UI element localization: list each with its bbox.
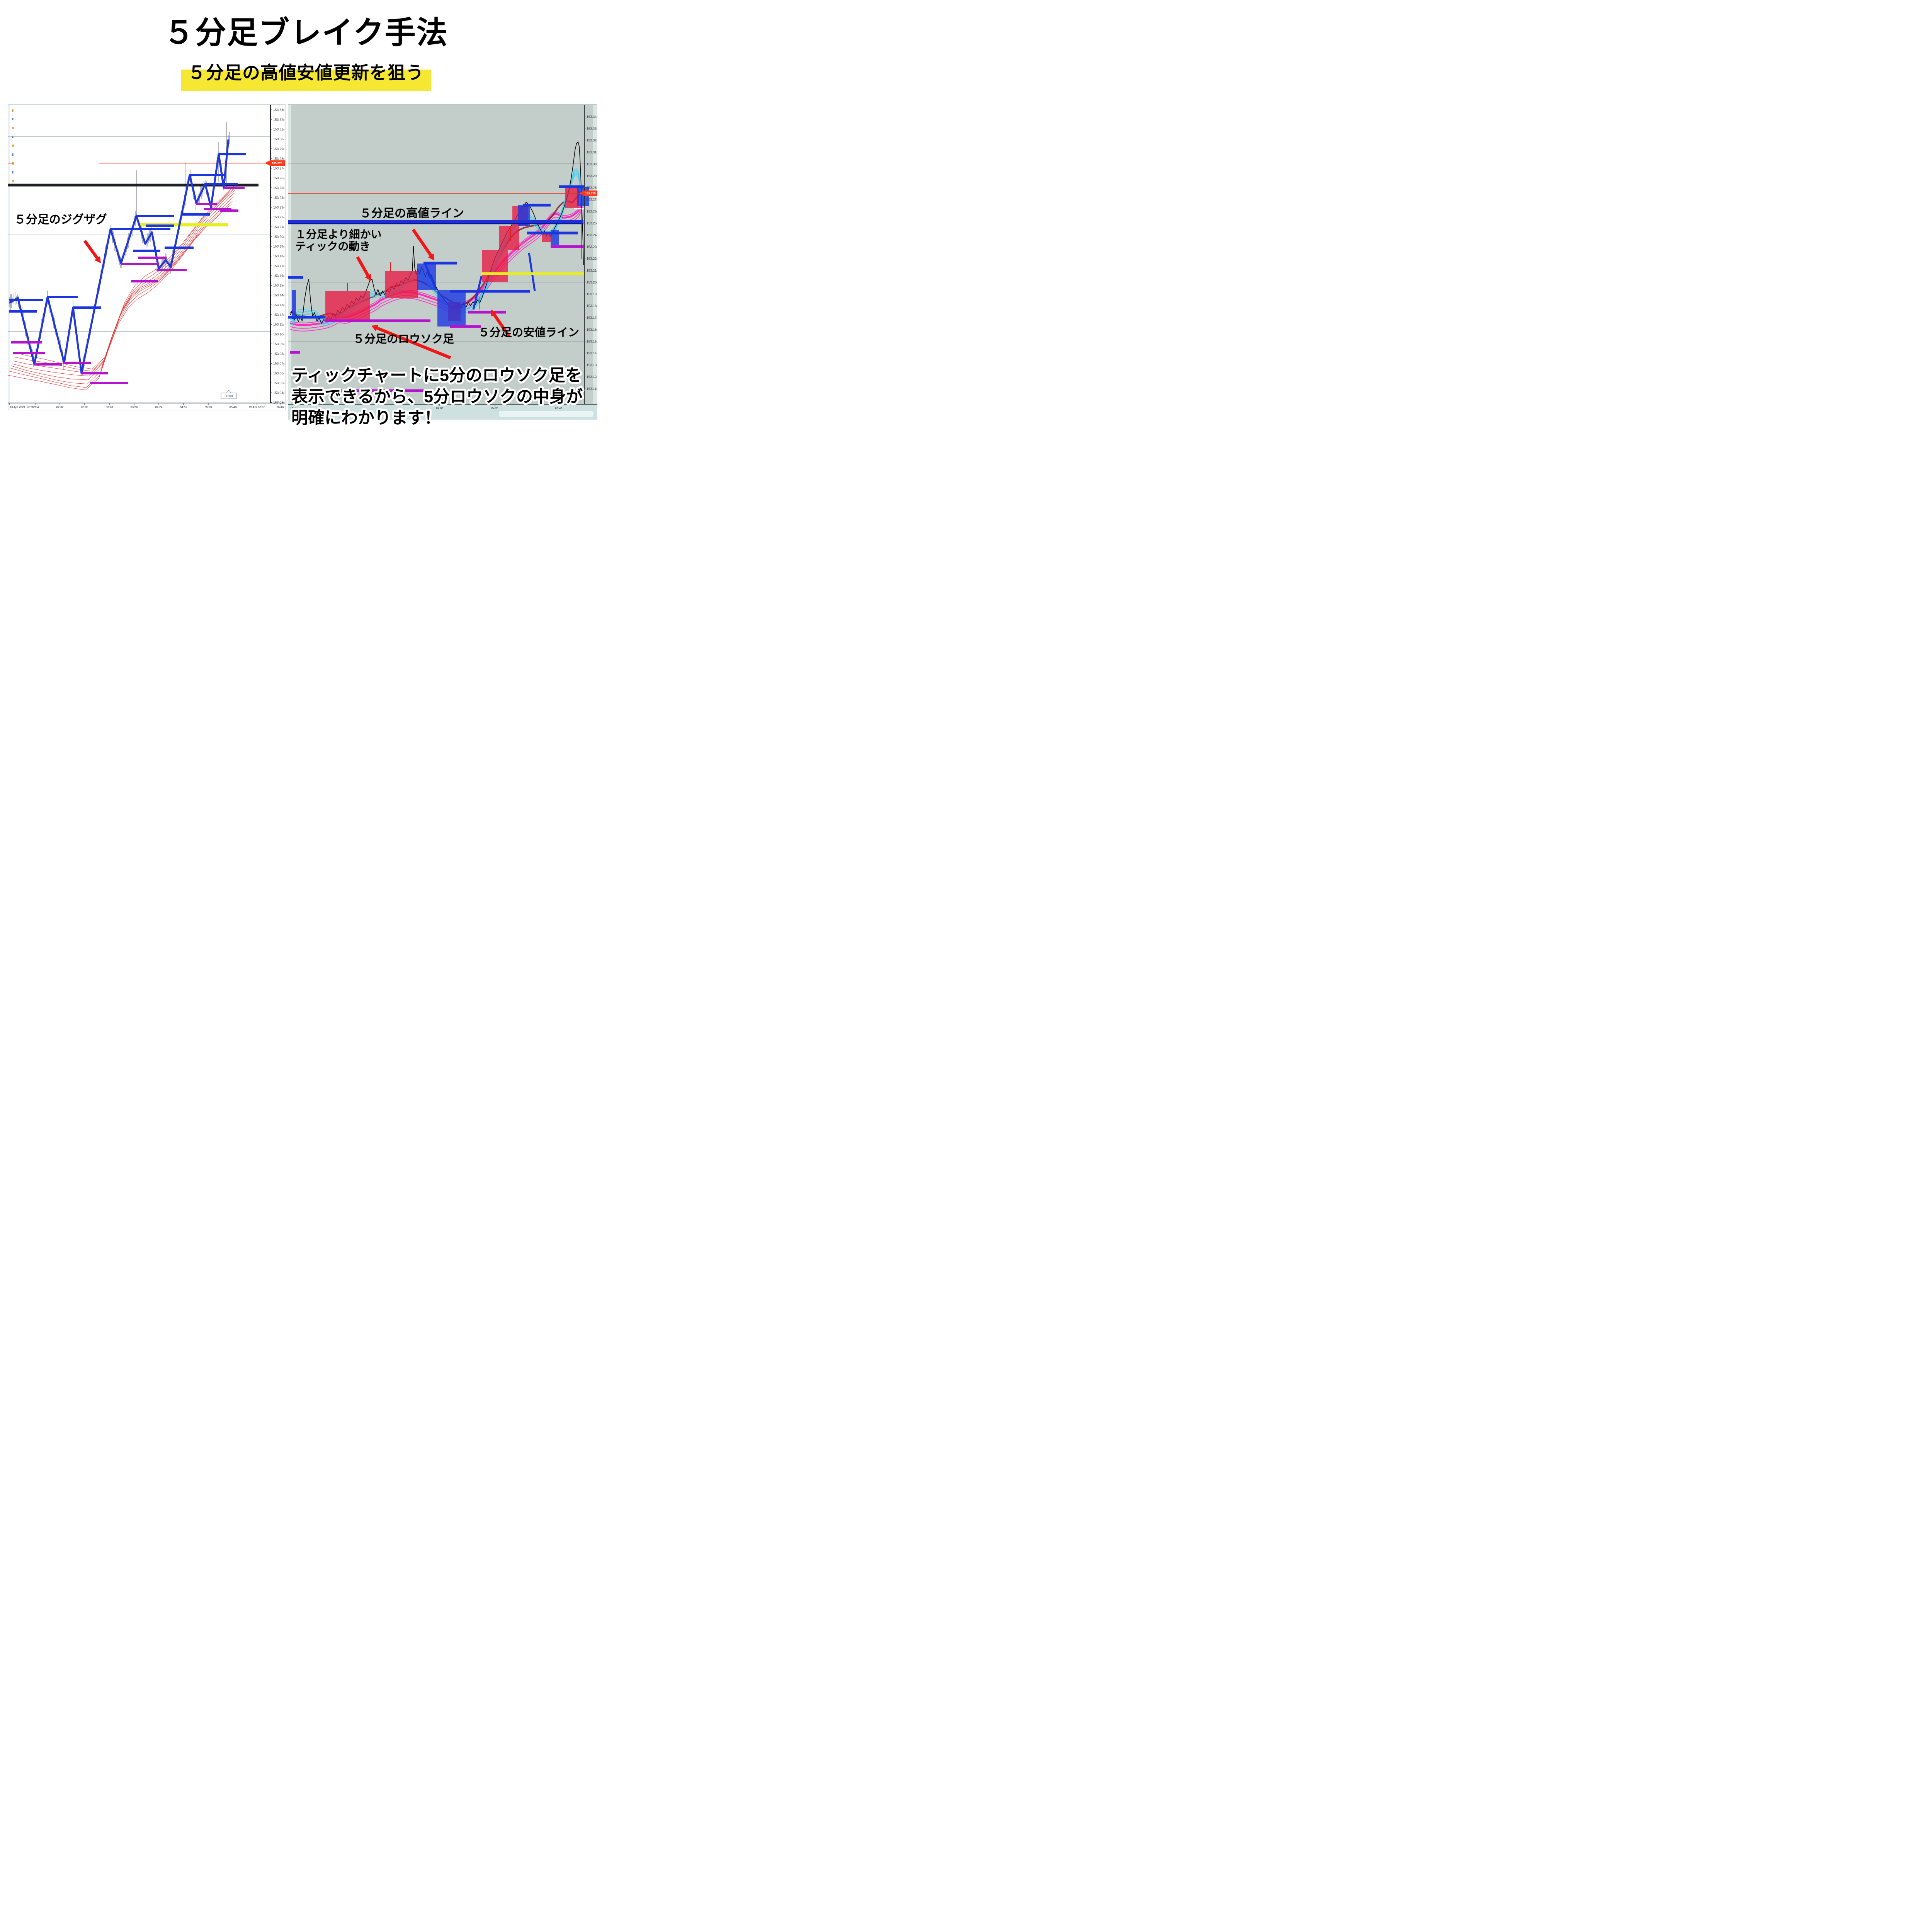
svg-text:153.060: 153.060	[273, 371, 284, 375]
svg-text:153.130: 153.130	[273, 303, 284, 307]
svg-text:153.070: 153.070	[273, 362, 284, 366]
left-chart-svg: 153.330 153.320 153.310 153.300 153.290 153.2…	[8, 105, 285, 410]
svg-text:153.270: 153.270	[273, 167, 284, 170]
svg-text:153.170: 153.170	[273, 264, 284, 268]
svg-text:153.310: 153.310	[273, 128, 284, 131]
svg-text:13 Apr: 13 Apr	[290, 406, 299, 410]
svg-text:05:43: 05:43	[555, 406, 563, 410]
svg-text:153.330: 153.330	[273, 108, 284, 112]
svg-text:153.140: 153.140	[587, 351, 597, 355]
left-chart-panel: 153.330 153.320 153.310 153.300 153.290 153.2…	[8, 104, 286, 410]
svg-text:153.170: 153.170	[587, 316, 597, 320]
svg-text:04:24: 04:24	[155, 405, 163, 409]
svg-text:04:51: 04:51	[492, 406, 499, 410]
svg-text:153.110: 153.110	[587, 387, 597, 391]
right-chart-panel: 153.340 153.330 153.320 153.310 153.300 153.2…	[288, 104, 597, 420]
svg-text:00:00: 00:00	[224, 394, 233, 398]
svg-text:153.320: 153.320	[587, 138, 597, 142]
svg-text:13 Apr 2024, UTC+9: 13 Apr 2024, UTC+9	[10, 405, 36, 409]
subtitle-highlight	[181, 69, 431, 91]
infographic-page: ５分足ブレイク手法 ５分足の高値安値更新を狙う 153.330 153.320 15…	[0, 0, 612, 447]
svg-text:153.030: 153.030	[273, 401, 284, 405]
svg-text:05:48: 05:48	[230, 405, 237, 409]
svg-text:153.270: 153.270	[587, 197, 597, 201]
svg-text:153.300: 153.300	[587, 162, 597, 166]
svg-text:153.160: 153.160	[273, 274, 284, 277]
svg-text:03:28: 03:28	[106, 405, 113, 409]
svg-text:153.230: 153.230	[587, 245, 597, 249]
svg-text:153.280: 153.280	[587, 186, 597, 190]
annotation-zigzag: ５分足のジグザグ	[14, 213, 107, 226]
svg-text:153.340: 153.340	[587, 115, 597, 119]
svg-text:153.180: 153.180	[587, 304, 597, 308]
svg-text:153.275: 153.275	[585, 192, 595, 195]
svg-text:153.260: 153.260	[587, 209, 597, 213]
svg-text:153.290: 153.290	[273, 147, 284, 151]
svg-text:153.220: 153.220	[587, 257, 597, 260]
svg-text:153.310: 153.310	[587, 150, 597, 154]
annotation-candle: ５分足のロウソク足	[353, 333, 454, 345]
annotation-low-line: ５分足の安値ライン	[478, 327, 580, 339]
svg-text:04:52: 04:52	[180, 405, 187, 409]
svg-text:153.040: 153.040	[273, 391, 284, 395]
svg-text:153.240: 153.240	[587, 233, 597, 237]
svg-text:153.100: 153.100	[273, 332, 284, 336]
svg-text:153.330: 153.330	[587, 127, 597, 131]
svg-text:153.180: 153.180	[273, 254, 284, 258]
svg-text:153.200: 153.200	[273, 235, 284, 238]
svg-text:153.120: 153.120	[587, 375, 597, 379]
footer-line-1: ティックチャートに5分のロウソク足を	[291, 366, 582, 385]
svg-text:153.200: 153.200	[587, 280, 597, 284]
svg-text:153.050: 153.050	[273, 381, 284, 385]
page-title: ５分足ブレイク手法	[163, 15, 448, 50]
svg-text:153.260: 153.260	[273, 176, 284, 180]
svg-text:153.280: 153.280	[273, 156, 284, 160]
svg-text:153.300: 153.300	[273, 137, 284, 141]
svg-text:153.230: 153.230	[273, 206, 284, 209]
svg-text:153.250: 153.250	[587, 221, 597, 225]
svg-text:153.120: 153.120	[273, 313, 284, 316]
svg-text:153.290: 153.290	[587, 174, 597, 178]
svg-text:153.250: 153.250	[273, 186, 284, 190]
footer-line-2: 表示できるから、5分ロウソクの中身が	[291, 388, 583, 406]
svg-text:153.220: 153.220	[273, 215, 284, 219]
svg-text:153.190: 153.190	[273, 245, 284, 248]
svg-text:153.320: 153.320	[273, 117, 284, 121]
annotation-tick-move: １分足より細かい ティックの動き	[295, 228, 381, 252]
svg-text:15 Apr 06:18: 15 Apr 06:18	[249, 405, 265, 409]
footer-callout: ティックチャートに5分のロウソク足を 表示できるから、5分ロウソクの中身が 明確…	[289, 364, 585, 429]
svg-text:02:04: 02:04	[32, 405, 39, 409]
svg-text:153.140: 153.140	[273, 293, 284, 297]
svg-text:153.275: 153.275	[272, 162, 282, 165]
svg-text:153.110: 153.110	[273, 323, 284, 327]
svg-text:05:20: 05:20	[205, 405, 212, 409]
svg-text:153.210: 153.210	[273, 225, 284, 229]
annotation-high-line: ５分足の高値ライン	[360, 207, 464, 220]
right-chart-svg: 153.340 153.330 153.320 153.310 153.300 153.2…	[288, 105, 597, 420]
svg-text:153.150: 153.150	[273, 284, 284, 287]
annotation-tick-move-line1: １分足より細かい	[295, 228, 382, 240]
svg-text:153.160: 153.160	[587, 328, 597, 332]
page-subtitle: ５分足の高値安値更新を狙う	[188, 63, 424, 83]
svg-text:03:56: 03:56	[131, 405, 138, 409]
svg-text:153.240: 153.240	[273, 196, 284, 199]
svg-text:03:00: 03:00	[81, 405, 88, 409]
svg-text:153.130: 153.130	[587, 363, 597, 367]
subtitle-wrap: ５分足の高値安値更新を狙う	[181, 59, 431, 91]
svg-text:04:09: 04:09	[436, 406, 444, 410]
svg-text:153.210: 153.210	[587, 269, 597, 272]
svg-text:153.150: 153.150	[587, 339, 597, 343]
svg-text:153.080: 153.080	[273, 352, 284, 355]
svg-text:153.190: 153.190	[587, 292, 597, 296]
footer-line-3: 明確にわかります！	[291, 409, 441, 427]
annotation-tick-move-line2: ティックの動き	[295, 240, 371, 252]
svg-text:02:32: 02:32	[56, 405, 64, 409]
svg-text:06:46: 06:46	[277, 405, 284, 409]
subtitle-row: ５分足の高値安値更新を狙う	[0, 59, 612, 91]
svg-text:153.090: 153.090	[273, 342, 284, 346]
